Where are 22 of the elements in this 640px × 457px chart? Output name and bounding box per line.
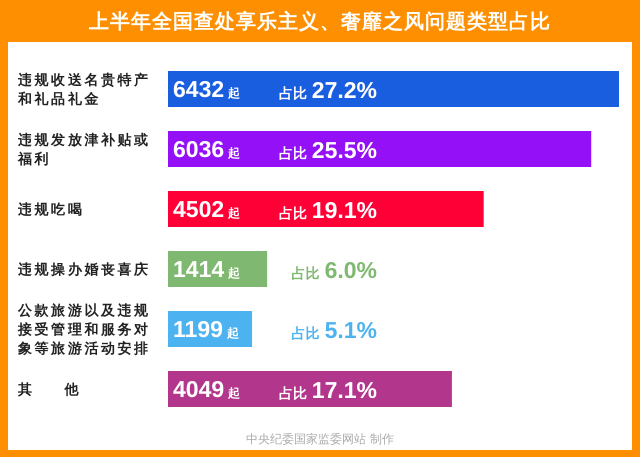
annotation: 占比 19.1% <box>278 197 377 223</box>
annotation: 占比 5.1% <box>292 317 377 343</box>
data-label: 1199 起 <box>173 316 239 342</box>
data-label: 4502 起 <box>173 196 240 222</box>
y-tick-label: 违规发放津补贴或福利 <box>17 132 151 168</box>
y-tick-label: 其 他 <box>17 382 82 398</box>
bar <box>168 71 619 107</box>
data-label: 6432 起 <box>173 76 240 102</box>
data-label: 6036 起 <box>173 136 240 162</box>
annotation: 占比 27.2% <box>278 77 377 103</box>
text: 中央纪委国家监委网站 制作 <box>246 432 394 446</box>
data-label: 1414 起 <box>173 256 240 282</box>
annotation: 占比 17.1% <box>278 377 377 403</box>
y-tick-label: 违规收送名贵特产和礼品礼金 <box>17 72 151 108</box>
y-tick-label: 公款旅游以及违规接受管理和服务对象等旅游活动安排 <box>17 303 151 357</box>
bar <box>168 131 592 167</box>
y-tick-label: 违规操办婚丧喜庆 <box>17 261 151 278</box>
data-label: 4049 起 <box>173 376 240 402</box>
annotation: 占比 25.5% <box>278 137 377 163</box>
annotation: 占比 6.0% <box>292 257 377 283</box>
chart-title: 上半年全国查处享乐主义、奢靡之风问题类型占比 <box>88 9 551 33</box>
y-tick-label: 违规吃喝 <box>17 202 84 218</box>
